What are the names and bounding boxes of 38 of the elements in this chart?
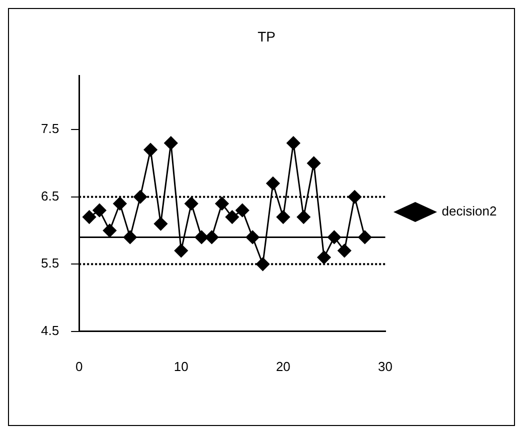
point	[92, 204, 106, 218]
point	[307, 156, 321, 170]
point	[296, 210, 310, 224]
x-tick-label: 30	[378, 358, 392, 374]
x-tick-label: 20	[276, 358, 290, 374]
point	[236, 204, 250, 218]
point	[205, 230, 218, 244]
point	[102, 224, 116, 238]
point	[286, 136, 300, 150]
point	[327, 230, 341, 244]
point	[246, 230, 260, 244]
point	[164, 136, 178, 150]
point	[225, 210, 239, 224]
x-tick-label: 10	[174, 358, 188, 374]
y-tick-label: 4.5	[40, 322, 60, 338]
point	[184, 196, 198, 210]
y-tick-label: 7.5	[40, 121, 60, 136]
chart-title: TP	[258, 28, 276, 44]
point	[174, 244, 188, 258]
point	[113, 196, 127, 210]
point	[348, 190, 362, 204]
point	[123, 230, 137, 244]
point	[194, 230, 208, 244]
y-tick-label: 5.5	[40, 256, 60, 271]
y-tick-label: 6.5	[40, 188, 60, 204]
point	[266, 176, 280, 190]
point	[215, 196, 229, 210]
x-tick-label: 0	[75, 358, 83, 374]
point	[82, 210, 96, 224]
point	[144, 143, 158, 157]
point	[134, 190, 148, 204]
point	[256, 257, 270, 271]
point	[358, 230, 372, 244]
point	[276, 210, 290, 224]
point	[338, 244, 352, 258]
point	[154, 217, 168, 231]
legend-label: decision2	[442, 204, 497, 219]
point	[317, 250, 331, 264]
